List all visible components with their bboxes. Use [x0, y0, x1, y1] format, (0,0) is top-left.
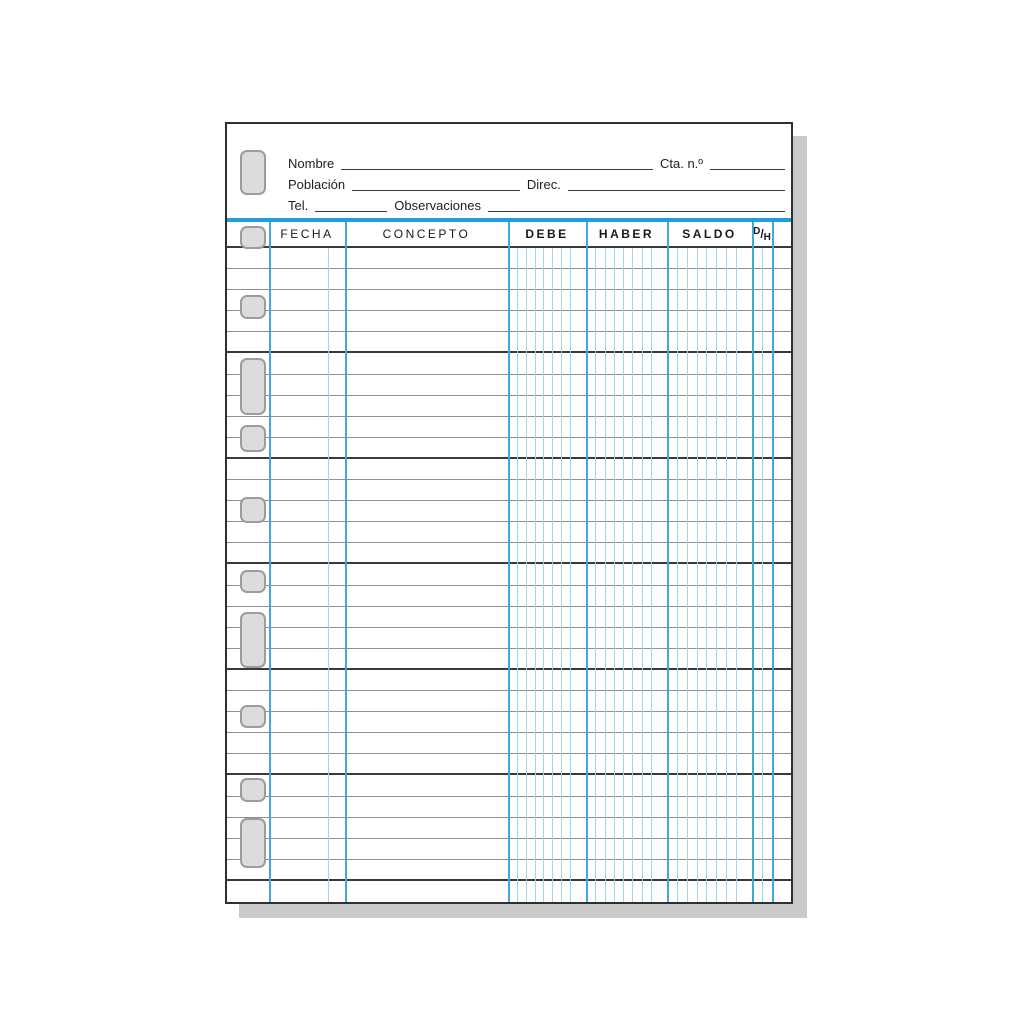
digit-guide-line [736, 248, 737, 902]
dh-debit-letter: D [753, 225, 761, 237]
column-header-concepto: CONCEPTO [382, 227, 471, 241]
digit-guide-line [641, 248, 643, 902]
digit-guide-line [696, 248, 698, 902]
digit-guide-line [543, 248, 545, 902]
digit-guide-line [716, 248, 718, 902]
digit-guide-line [525, 248, 527, 902]
field-rule [341, 169, 653, 170]
column-header-haber: HABER [598, 227, 655, 241]
punch-hole [240, 497, 266, 523]
digit-guide-line [516, 248, 518, 902]
field-rule [315, 211, 388, 212]
column-divider-line [586, 222, 588, 902]
header-field-row-3: Tel. Observaciones [288, 197, 785, 213]
punch-hole [240, 226, 266, 249]
digit-guide-line [570, 248, 571, 902]
punch-hole [240, 612, 266, 668]
field-label-direc: Direc. [526, 177, 561, 192]
field-label-poblacion: Población [288, 177, 346, 192]
header-accent-rule [227, 218, 791, 222]
dh-credit-letter: H [763, 231, 771, 243]
column-divider-line [752, 222, 754, 902]
digit-guide-line [706, 248, 708, 902]
digit-guide-line [552, 248, 554, 902]
column-divider-line [345, 222, 347, 902]
dh-slash: / [760, 227, 764, 241]
field-rule [710, 169, 785, 170]
column-divider-line [667, 222, 669, 902]
header-field-row-1: Nombre Cta. n.º [288, 155, 785, 171]
column-header-saldo: SALDO [682, 227, 737, 241]
field-label-cta: Cta. n.º [659, 156, 704, 171]
punch-hole [240, 358, 266, 415]
dh-divider-line [762, 248, 763, 902]
punch-hole [240, 150, 266, 195]
column-divider-line [772, 222, 774, 902]
digit-guide-line [726, 248, 728, 902]
digit-guide-line [676, 248, 678, 902]
punch-hole [240, 295, 266, 319]
punch-hole [240, 705, 266, 728]
digit-guide-line [604, 248, 606, 902]
field-rule [487, 211, 785, 212]
field-rule [352, 190, 520, 191]
digit-guide-line [623, 248, 625, 902]
digit-guide-line [595, 248, 597, 902]
digit-guide-line [613, 248, 615, 902]
punch-hole [240, 818, 266, 868]
field-rule [567, 190, 785, 191]
punch-hole [240, 778, 266, 802]
column-header-fecha: FECHA [280, 227, 334, 241]
field-label-nombre: Nombre [288, 156, 335, 171]
digit-guide-line [686, 248, 688, 902]
digit-guide-line [632, 248, 634, 902]
ledger-sheet: Nombre Cta. n.º Población Direc. Tel. Ob… [225, 122, 793, 904]
digit-guide-line [651, 248, 652, 902]
field-label-observaciones: Observaciones [394, 198, 481, 213]
column-header-debe: DEBE [525, 227, 569, 241]
punch-hole [240, 570, 266, 593]
column-divider-line [508, 222, 510, 902]
punch-hole [240, 425, 266, 452]
column-divider-line [269, 222, 271, 902]
field-label-tel: Tel. [288, 198, 309, 213]
digit-guide-line [534, 248, 536, 902]
digit-guide-line [561, 248, 563, 902]
column-header-dh: D / H [752, 222, 772, 246]
fecha-divider-line [328, 248, 329, 902]
header-field-row-2: Población Direc. [288, 176, 785, 192]
